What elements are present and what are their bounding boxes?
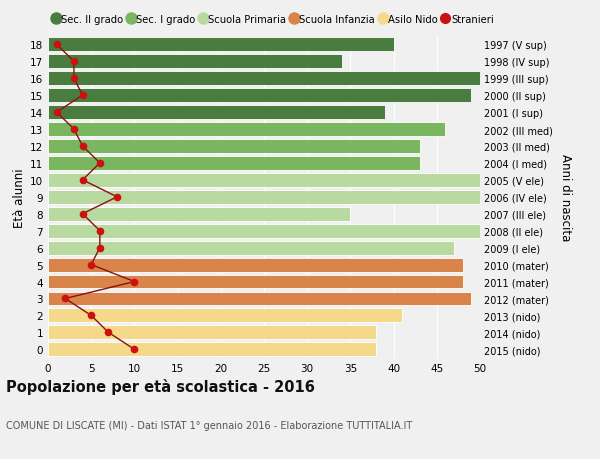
Bar [48,140,419,154]
Bar [48,309,402,323]
Bar [48,241,454,255]
Y-axis label: Età alunni: Età alunni [13,168,26,227]
Text: Popolazione per età scolastica - 2016: Popolazione per età scolastica - 2016 [6,379,315,395]
Bar [48,38,394,52]
Bar [48,207,350,221]
Bar [48,342,376,357]
Bar [48,157,419,170]
Bar [48,275,463,289]
Y-axis label: Anni di nascita: Anni di nascita [559,154,572,241]
Bar [48,106,385,120]
Bar [48,123,445,137]
Bar [48,174,488,187]
Bar [48,72,488,86]
Bar [48,224,480,238]
Bar [48,292,472,306]
Bar [48,258,463,272]
Bar [48,190,480,204]
Text: COMUNE DI LISCATE (MI) - Dati ISTAT 1° gennaio 2016 - Elaborazione TUTTITALIA.IT: COMUNE DI LISCATE (MI) - Dati ISTAT 1° g… [6,420,412,430]
Legend: Sec. II grado, Sec. I grado, Scuola Primaria, Scuola Infanzia, Asilo Nido, Stran: Sec. II grado, Sec. I grado, Scuola Prim… [53,15,494,25]
Bar [48,89,472,103]
Bar [48,326,376,340]
Bar [48,55,342,69]
